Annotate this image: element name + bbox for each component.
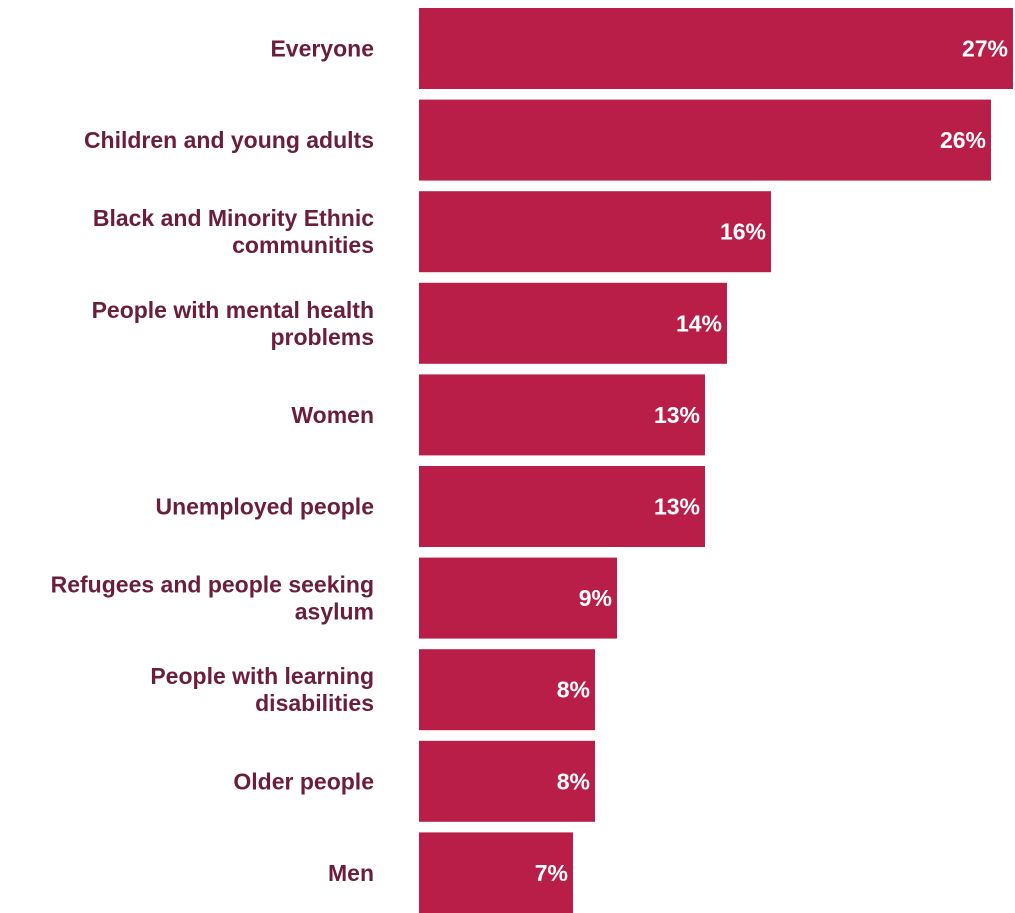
bar [419, 466, 705, 547]
bar-group: 16% Black and Minority Ethnic communities [93, 191, 771, 273]
category-label: Everyone [270, 36, 374, 62]
category-label: Women [291, 402, 374, 428]
category-label: Refugees and people seeking asylum [51, 572, 374, 625]
category-label-line: Older people [233, 768, 374, 794]
category-label-line: People with mental health [92, 297, 374, 323]
bar-value-label: 16% [720, 219, 766, 245]
category-label: Children and young adults [84, 127, 374, 153]
bar-value-label: 26% [940, 127, 986, 153]
category-label-line: disabilities [255, 690, 374, 716]
bar-value-label: 8% [557, 768, 590, 794]
bar-group: 7% Men [328, 832, 573, 913]
bar [419, 557, 617, 639]
category-label-line: asylum [295, 599, 374, 625]
bar-value-label: 27% [962, 36, 1008, 62]
bar-group: 27% Everyone [270, 8, 1013, 89]
bar [419, 8, 1013, 89]
category-label-line: People with learning [150, 663, 374, 689]
category-label: People with mental health problems [92, 297, 374, 350]
bar-group: 13% Women [291, 374, 705, 456]
bar-value-label: 8% [557, 677, 590, 703]
bar-group: 9% Refugees and people seeking asylum [51, 557, 617, 639]
category-label: Men [328, 860, 374, 886]
category-label-line: Black and Minority Ethnic [93, 205, 374, 231]
category-label-line: Women [291, 402, 374, 428]
bar [419, 99, 991, 181]
bar-group: 8% Older people [233, 740, 595, 822]
bar-group: 26% Children and young adults [84, 99, 991, 181]
bar-value-label: 7% [535, 860, 568, 886]
category-label-line: Unemployed people [155, 494, 374, 520]
bar [419, 832, 573, 913]
category-label: Older people [233, 768, 374, 794]
bar-group: 14% People with mental health problems [92, 282, 727, 364]
bar-value-label: 13% [654, 494, 700, 520]
bar-value-label: 14% [676, 310, 722, 336]
bar-group: 8% People with learning disabilities [150, 649, 595, 731]
category-label-line: communities [232, 232, 374, 258]
bar [419, 191, 771, 273]
bar-value-label: 13% [654, 402, 700, 428]
bar [419, 282, 727, 364]
category-label-line: Children and young adults [84, 127, 374, 153]
category-label: Black and Minority Ethnic communities [93, 205, 374, 258]
bar [419, 374, 705, 456]
category-label-line: Men [328, 860, 374, 886]
bar [419, 740, 595, 822]
bar [419, 649, 595, 731]
category-label-line: Refugees and people seeking [51, 572, 374, 598]
category-label: Unemployed people [155, 494, 374, 520]
category-label-line: problems [270, 324, 374, 350]
category-label-line: Everyone [270, 36, 374, 62]
bar-group: 13% Unemployed people [155, 466, 705, 547]
bar-value-label: 9% [579, 585, 612, 611]
category-label: People with learning disabilities [150, 663, 374, 716]
